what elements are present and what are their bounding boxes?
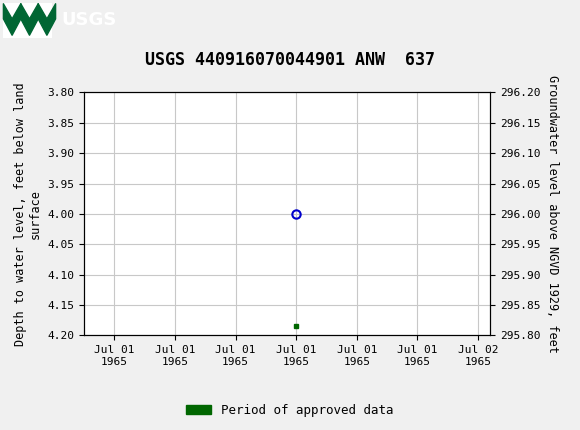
FancyBboxPatch shape [3, 3, 52, 37]
Text: USGS 440916070044901 ANW  637: USGS 440916070044901 ANW 637 [145, 51, 435, 69]
Y-axis label: Depth to water level, feet below land
surface: Depth to water level, feet below land su… [14, 82, 42, 346]
Y-axis label: Groundwater level above NGVD 1929, feet: Groundwater level above NGVD 1929, feet [546, 75, 559, 353]
Text: USGS: USGS [61, 12, 116, 29]
Legend: Period of approved data: Period of approved data [181, 399, 399, 421]
